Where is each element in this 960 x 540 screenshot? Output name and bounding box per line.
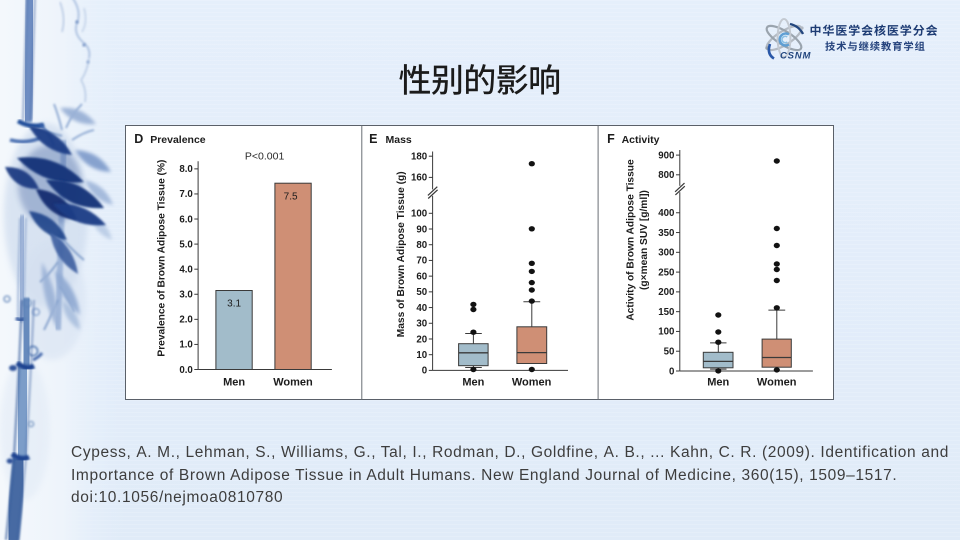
svg-text:900: 900 <box>658 150 674 161</box>
svg-text:180: 180 <box>411 152 427 163</box>
svg-text:100: 100 <box>658 327 674 338</box>
svg-text:60: 60 <box>416 271 427 282</box>
svg-text:200: 200 <box>658 287 674 298</box>
svg-text:10: 10 <box>416 350 427 361</box>
svg-text:160: 160 <box>411 173 427 184</box>
svg-text:Prevalence: Prevalence <box>150 134 206 146</box>
svg-text:Activity of Brown Adipose Tiss: Activity of Brown Adipose Tissue <box>625 159 636 321</box>
svg-text:50: 50 <box>416 287 427 298</box>
svg-text:3.0: 3.0 <box>179 290 192 301</box>
svg-text:0: 0 <box>422 366 427 377</box>
svg-text:Men: Men <box>707 376 729 388</box>
svg-text:4.0: 4.0 <box>179 264 192 275</box>
svg-text:Men: Men <box>462 376 484 388</box>
svg-text:80: 80 <box>416 240 427 251</box>
svg-text:E: E <box>369 132 377 146</box>
svg-text:P<0.001: P<0.001 <box>245 151 285 163</box>
svg-text:70: 70 <box>416 256 427 267</box>
svg-text:Mass: Mass <box>386 134 412 146</box>
svg-text:Mass of Brown Adipose Tissue (: Mass of Brown Adipose Tissue (g) <box>396 171 407 337</box>
svg-text:F: F <box>607 132 615 146</box>
svg-text:300: 300 <box>658 248 674 259</box>
svg-text:0: 0 <box>669 366 674 377</box>
svg-text:150: 150 <box>658 307 674 318</box>
svg-text:8.0: 8.0 <box>179 164 192 175</box>
svg-text:100: 100 <box>411 209 427 220</box>
svg-text:350: 350 <box>658 228 674 239</box>
svg-text:0.0: 0.0 <box>179 365 192 376</box>
svg-text:Women: Women <box>512 376 552 388</box>
svg-text:Men: Men <box>223 376 245 388</box>
svg-text:Activity: Activity <box>622 134 660 146</box>
svg-text:5.0: 5.0 <box>179 239 192 250</box>
svg-text:250: 250 <box>658 267 674 278</box>
svg-text:400: 400 <box>658 208 674 219</box>
svg-text:90: 90 <box>416 224 427 235</box>
svg-text:800: 800 <box>658 170 674 181</box>
svg-text:2.0: 2.0 <box>179 315 192 326</box>
svg-text:CSNM: CSNM <box>780 51 811 62</box>
svg-text:40: 40 <box>416 303 427 314</box>
svg-text:D: D <box>134 132 143 146</box>
svg-text:3.1: 3.1 <box>227 298 241 309</box>
svg-text:6.0: 6.0 <box>179 214 192 225</box>
svg-text:(g×mean SUV [g/ml]): (g×mean SUV [g/ml]) <box>639 190 650 290</box>
svg-text:7.0: 7.0 <box>179 189 192 200</box>
svg-text:50: 50 <box>664 347 675 358</box>
svg-text:Women: Women <box>273 376 313 388</box>
svg-text:30: 30 <box>416 319 427 330</box>
svg-text:7.5: 7.5 <box>284 191 298 202</box>
svg-text:Prevalence of Brown Adipose Ti: Prevalence of Brown Adipose Tissue (%) <box>157 160 168 357</box>
svg-text:20: 20 <box>416 334 427 345</box>
svg-text:1.0: 1.0 <box>179 340 192 351</box>
svg-text:Women: Women <box>757 376 797 388</box>
